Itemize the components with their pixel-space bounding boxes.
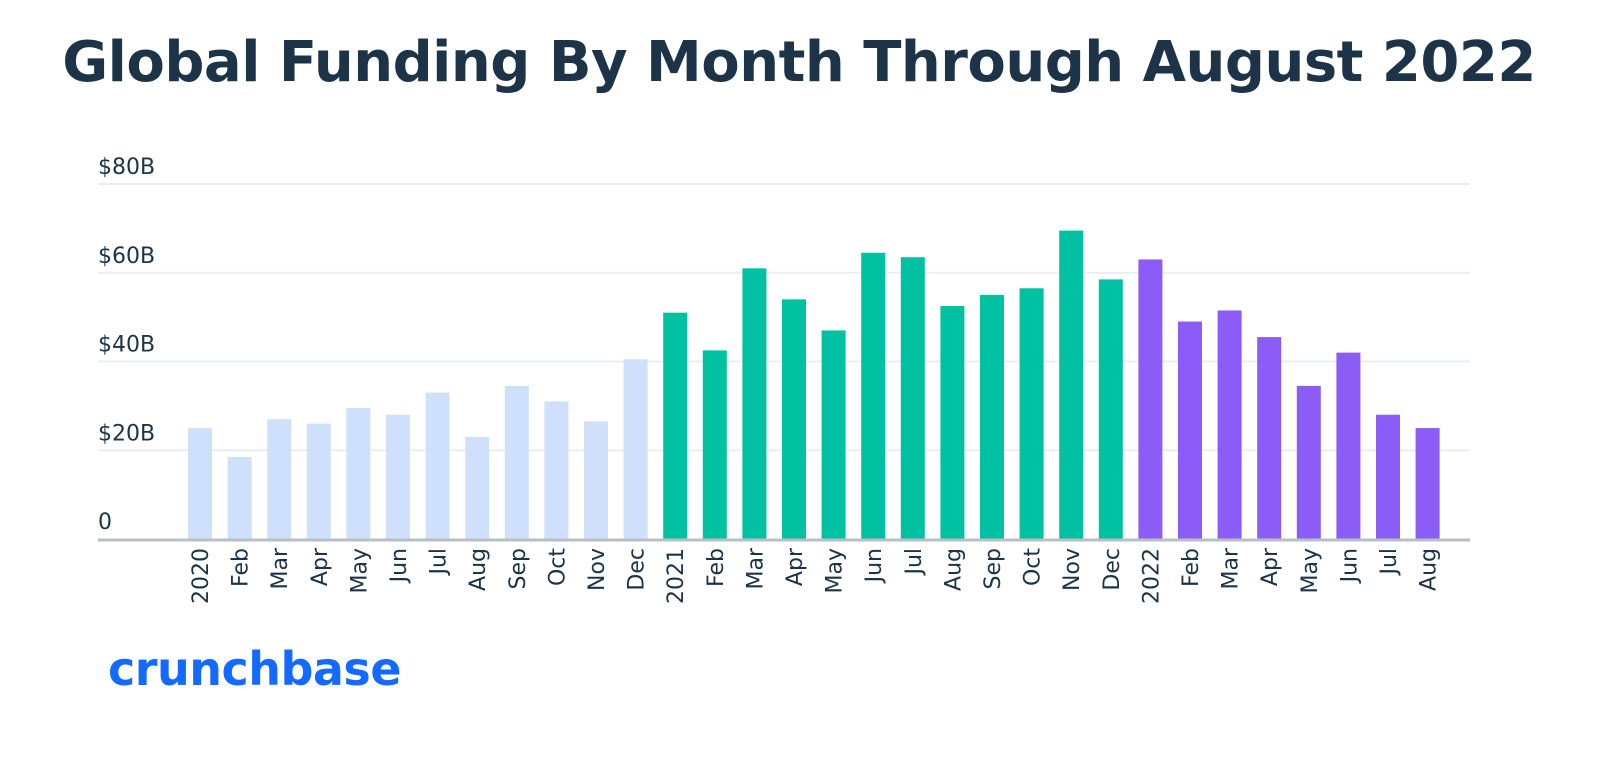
bar [663,312,688,539]
bar [1138,259,1163,539]
bar [940,306,965,539]
x-tick-label: Aug [1417,548,1442,591]
x-tick-label: Jun [387,548,412,584]
bar [227,456,252,539]
x-tick-label: Mar [1219,547,1244,589]
x-tick-label: Jul [427,548,452,577]
x-tick-label: Dec [625,548,650,591]
bar [1217,310,1242,539]
x-tick-label: Nov [1060,548,1085,591]
x-tick-label: Jul [902,548,927,577]
x-tick-label: Aug [466,548,491,591]
bar [425,392,450,539]
bar [1178,321,1202,539]
bar [465,436,490,539]
x-tick-label: Jul [1377,548,1402,577]
bar [504,385,529,539]
bar [1257,337,1282,539]
bar [188,428,212,539]
x-tick-label: 2022 [1139,548,1164,604]
x-tick-label: Oct [545,548,570,586]
y-tick-label: $80B [98,155,155,180]
x-tick-label: Apr [308,547,333,586]
bar [1098,279,1123,539]
bar [306,423,331,539]
x-tick-label: May [347,548,372,593]
bar [900,257,925,539]
bar [1019,288,1044,539]
bar [267,419,292,539]
bar [782,299,806,539]
bar [1059,230,1084,539]
x-tick-label: Sep [981,548,1006,589]
x-tick-label: 2020 [189,548,214,604]
x-axis-tick-labels: 2020 Feb Mar Apr May Jun Jul Aug Sep Oct Nov Dec 202… [189,547,1442,604]
bars [188,230,1440,539]
x-tick-label: Apr [1258,547,1283,586]
crunchbase-logo: crunchbase [108,642,402,696]
bar [742,268,767,539]
y-tick-label: 0 [98,510,112,535]
x-tick-label: Mar [268,547,293,589]
chart-title: Global Funding By Month Through August 2… [62,30,1536,95]
x-tick-label: Dec [1100,548,1125,591]
x-tick-label: Feb [704,548,729,587]
x-tick-label: Jun [1337,548,1362,584]
x-tick-label: Sep [506,548,531,589]
y-tick-label: $20B [98,421,155,446]
x-tick-label: Mar [743,547,768,589]
bar [1336,352,1361,539]
bar [1296,385,1321,539]
x-tick-label: May [823,548,848,593]
x-tick-label: Oct [1021,548,1046,586]
x-tick-label: 2021 [664,548,689,604]
y-axis-tick-labels: 0 $20B $40B $60B $80B [98,155,155,535]
bar [702,350,727,539]
bar [861,252,886,539]
x-tick-label: Nov [585,548,610,591]
bar [1415,428,1440,539]
bar [584,421,608,539]
x-tick-label: Feb [1179,548,1204,587]
x-tick-label: Aug [941,548,966,591]
x-tick-label: Jun [862,548,887,584]
bar [386,414,410,539]
bar [980,294,1004,539]
x-tick-label: Feb [229,548,254,587]
bar [346,408,371,539]
y-tick-label: $60B [98,244,155,269]
bar [544,401,569,539]
bar [623,359,648,539]
y-tick-label: $40B [98,333,155,358]
x-tick-label: Apr [783,547,808,586]
bar [821,330,846,539]
x-tick-label: May [1298,548,1323,593]
bar [1376,414,1400,539]
